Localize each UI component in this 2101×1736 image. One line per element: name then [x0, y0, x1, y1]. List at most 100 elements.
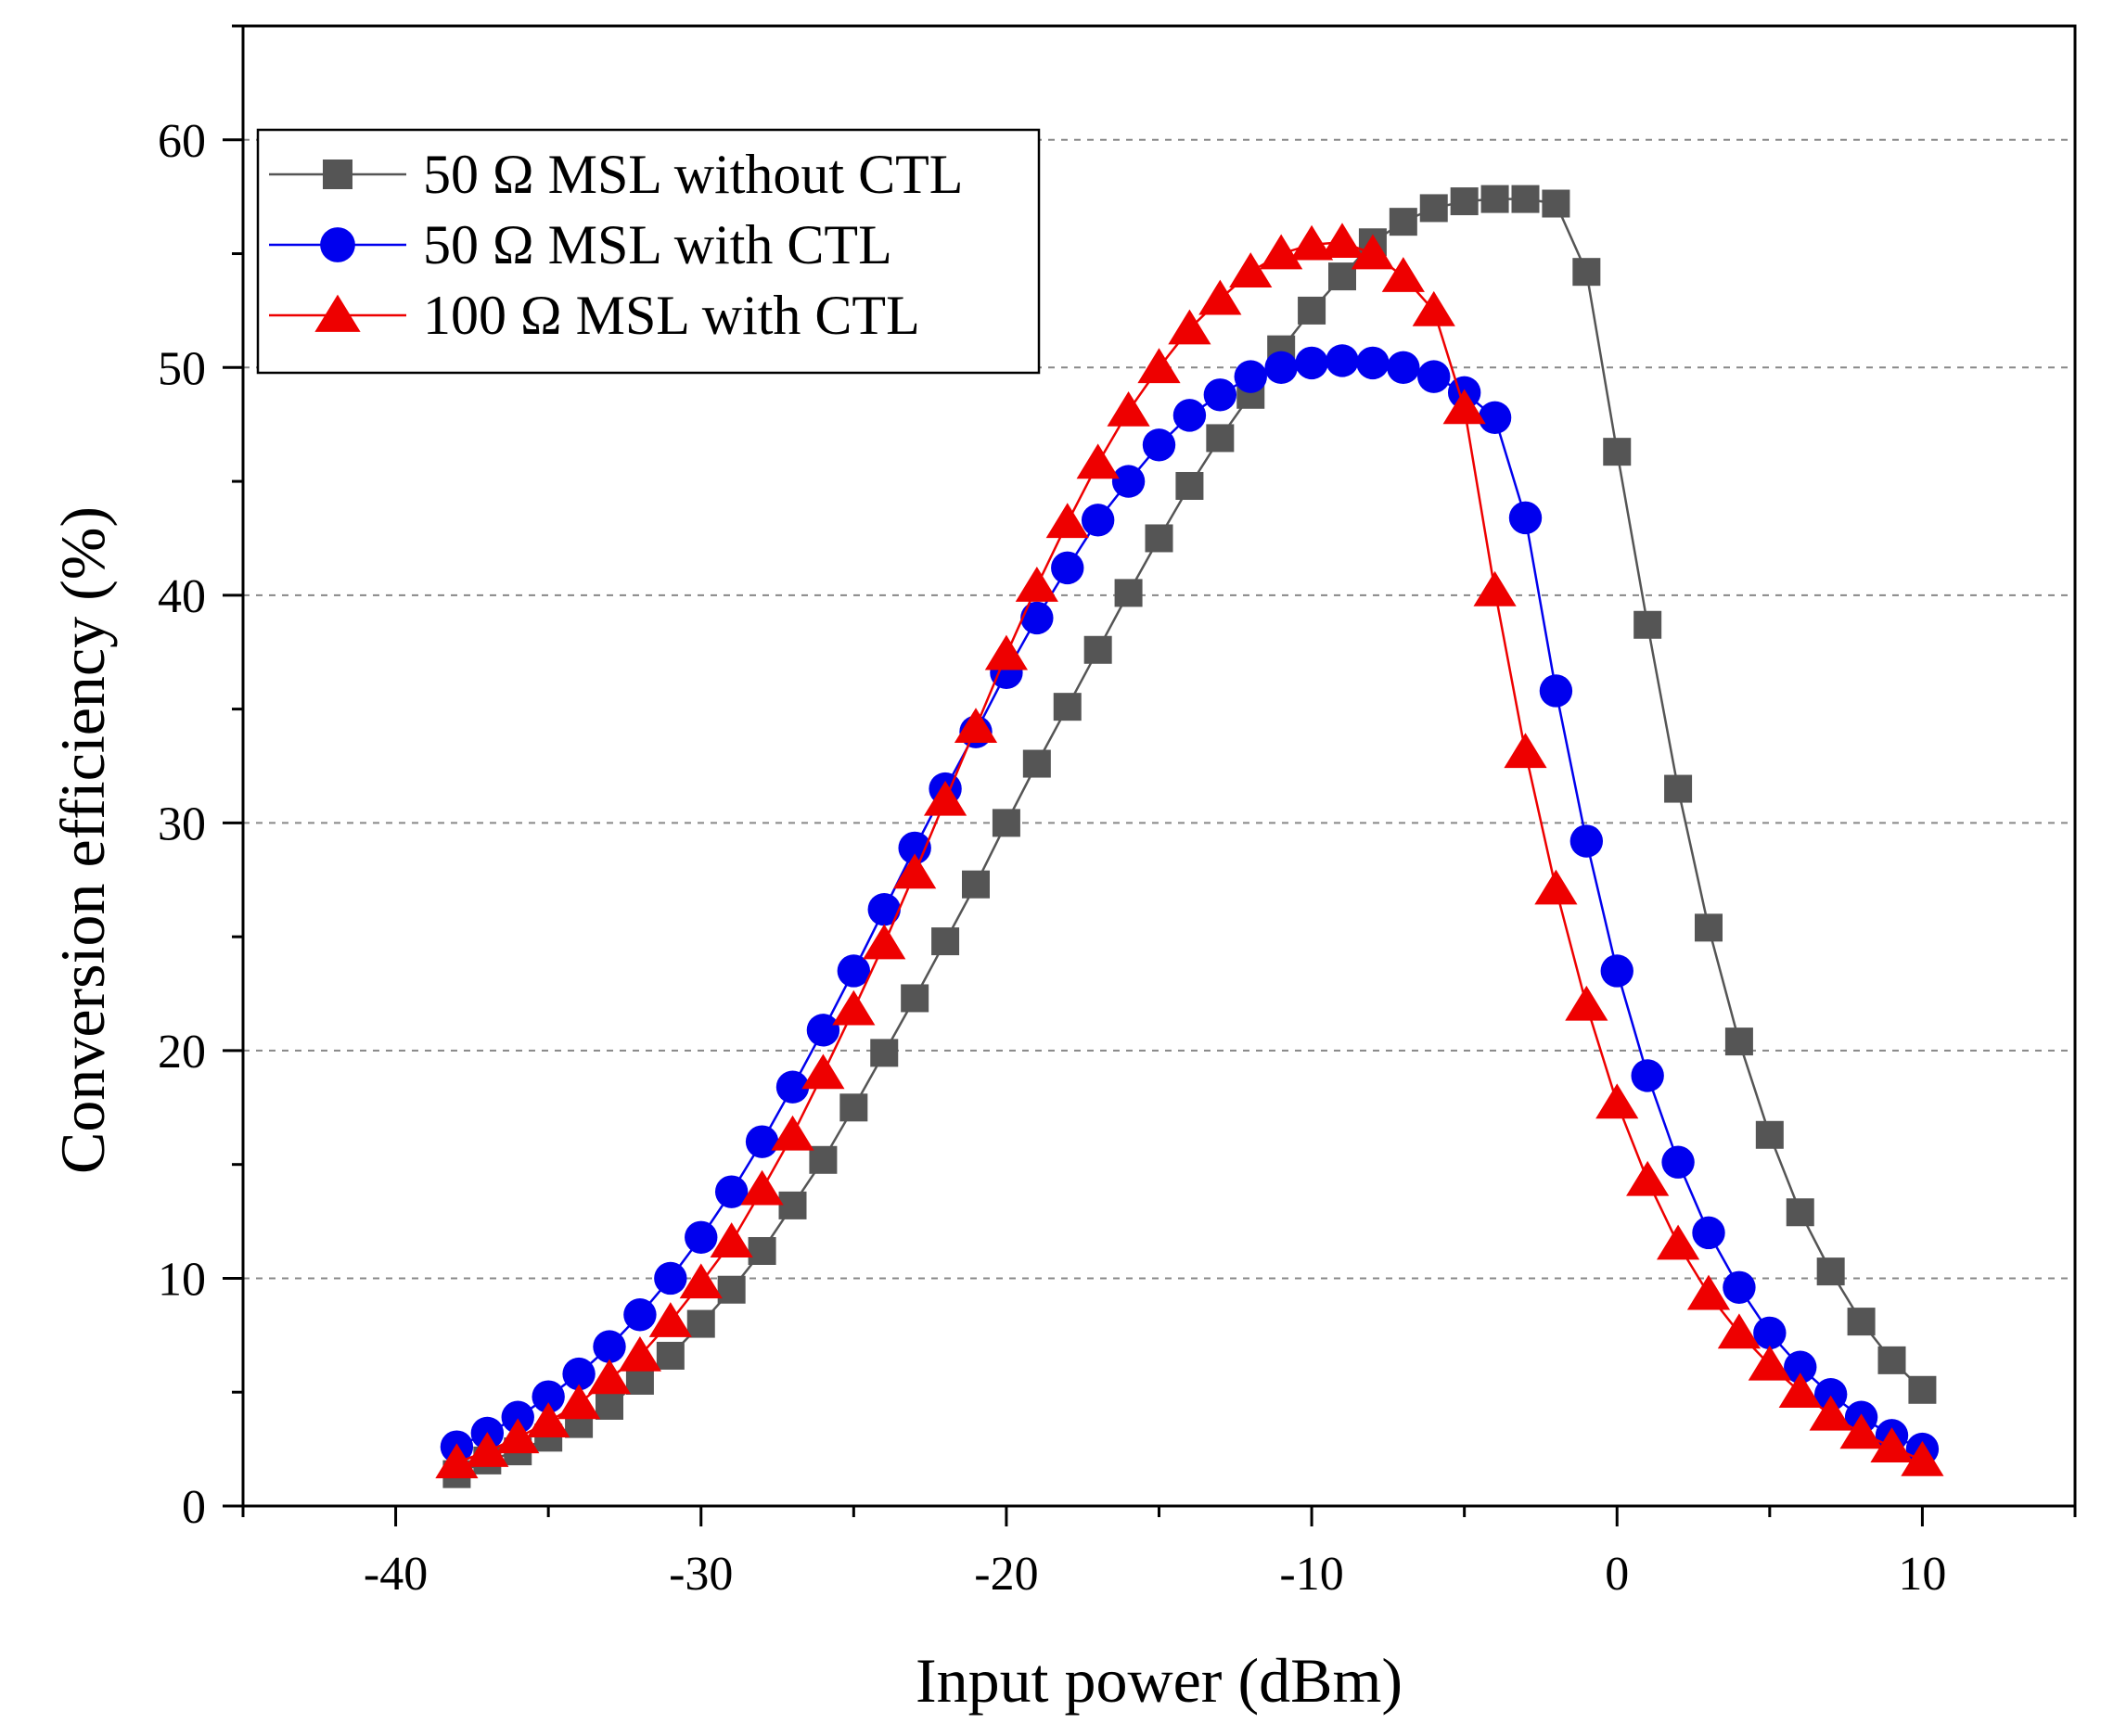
data-point	[1168, 309, 1211, 345]
data-point	[893, 853, 937, 889]
data-point	[1045, 503, 1089, 539]
data-point	[562, 1357, 596, 1391]
y-tick-label: 10	[158, 1253, 206, 1306]
data-point	[1664, 774, 1693, 803]
data-point	[1753, 1316, 1787, 1350]
data-point	[587, 1359, 632, 1395]
legend-label: 50 Ω MSL with CTL	[423, 214, 892, 275]
data-point	[1569, 824, 1604, 858]
data-point	[717, 1275, 746, 1304]
data-point	[740, 1169, 784, 1206]
data-point	[1298, 296, 1326, 325]
data-point	[1539, 674, 1573, 708]
data-point	[1473, 570, 1517, 606]
x-tick-label: 0	[1605, 1548, 1629, 1601]
data-point	[623, 1298, 657, 1332]
series-2	[440, 344, 1940, 1466]
data-point	[1081, 504, 1115, 537]
data-point	[1626, 1160, 1670, 1196]
data-point	[618, 1335, 662, 1372]
data-point	[984, 634, 1029, 670]
legend-marker	[320, 227, 355, 262]
data-point	[863, 924, 906, 960]
data-point	[466, 1432, 509, 1467]
data-point	[1839, 1413, 1883, 1449]
data-point	[1142, 428, 1176, 462]
data-point	[778, 1191, 807, 1219]
data-point	[685, 1220, 718, 1254]
data-point	[1389, 208, 1417, 236]
data-point	[1145, 524, 1173, 553]
data-point	[1809, 1395, 1852, 1431]
data-point	[1264, 351, 1298, 385]
x-tick-label: -10	[1279, 1548, 1343, 1601]
data-point	[1137, 348, 1181, 384]
data-point	[648, 1302, 692, 1337]
data-point	[435, 1443, 479, 1479]
data-point	[1114, 579, 1143, 607]
data-point	[867, 892, 901, 926]
data-point	[1633, 610, 1662, 639]
legend-item: 50 Ω MSL without CTL	[269, 144, 963, 205]
data-point	[1107, 390, 1150, 427]
data-point	[1320, 223, 1364, 259]
data-point	[1203, 378, 1237, 412]
data-point	[1901, 1440, 1944, 1476]
legend: 50 Ω MSL without CTL 50 Ω MSL with CTL 100…	[256, 128, 1041, 375]
data-point	[809, 1145, 838, 1174]
data-point	[1206, 424, 1235, 453]
y-tick-label: 20	[158, 1026, 206, 1079]
data-point	[1356, 346, 1390, 380]
data-point	[1175, 471, 1204, 500]
axes: -40 -30 -20 -10 0 10 0 10 20 30 40 50 60	[158, 24, 2077, 1601]
series-3	[435, 223, 1944, 1479]
data-point	[1534, 869, 1578, 905]
y-tick-label: 60	[158, 115, 206, 168]
data-point	[532, 1380, 565, 1413]
data-point	[557, 1384, 601, 1420]
data-point	[1786, 1198, 1814, 1227]
data-point	[1686, 1274, 1731, 1310]
data-point	[1508, 501, 1543, 535]
legend-box	[256, 128, 1041, 375]
data-point	[1260, 234, 1303, 270]
data-point	[775, 1070, 810, 1104]
x-tick-label: -20	[974, 1548, 1038, 1601]
data-point	[714, 1175, 749, 1208]
data-point	[496, 1418, 540, 1454]
data-point	[710, 1222, 753, 1257]
data-point	[1748, 1345, 1791, 1381]
legend-item: 100 Ω MSL with CTL	[269, 285, 920, 346]
data-point	[1692, 1216, 1725, 1250]
data-point	[1542, 189, 1570, 218]
data-point	[1504, 733, 1547, 769]
data-point	[1847, 1308, 1876, 1336]
x-axis-title: Input power (dBm)	[916, 1645, 1403, 1716]
data-point	[1295, 346, 1328, 380]
data-point	[1603, 438, 1632, 466]
data-point	[1480, 185, 1509, 213]
data-point	[1412, 290, 1455, 326]
data-point	[1572, 258, 1601, 287]
legend-label: 50 Ω MSL without CTL	[423, 144, 963, 205]
y-tick-label: 50	[158, 342, 206, 395]
data-point	[923, 780, 967, 816]
data-point	[1816, 1257, 1845, 1286]
data-point	[1419, 194, 1448, 223]
data-point	[806, 1014, 840, 1047]
data-point	[801, 1053, 845, 1090]
data-point	[954, 708, 998, 744]
data-point	[501, 1400, 534, 1434]
data-point	[593, 1330, 626, 1363]
data-point	[832, 989, 876, 1026]
data-point	[1022, 749, 1051, 778]
data-point	[1387, 351, 1420, 385]
data-point	[679, 1263, 723, 1299]
data-point	[1595, 1083, 1639, 1119]
data-point	[1908, 1375, 1937, 1404]
data-point	[1656, 1224, 1700, 1260]
data-point	[656, 1341, 685, 1370]
data-point	[1723, 1270, 1756, 1304]
